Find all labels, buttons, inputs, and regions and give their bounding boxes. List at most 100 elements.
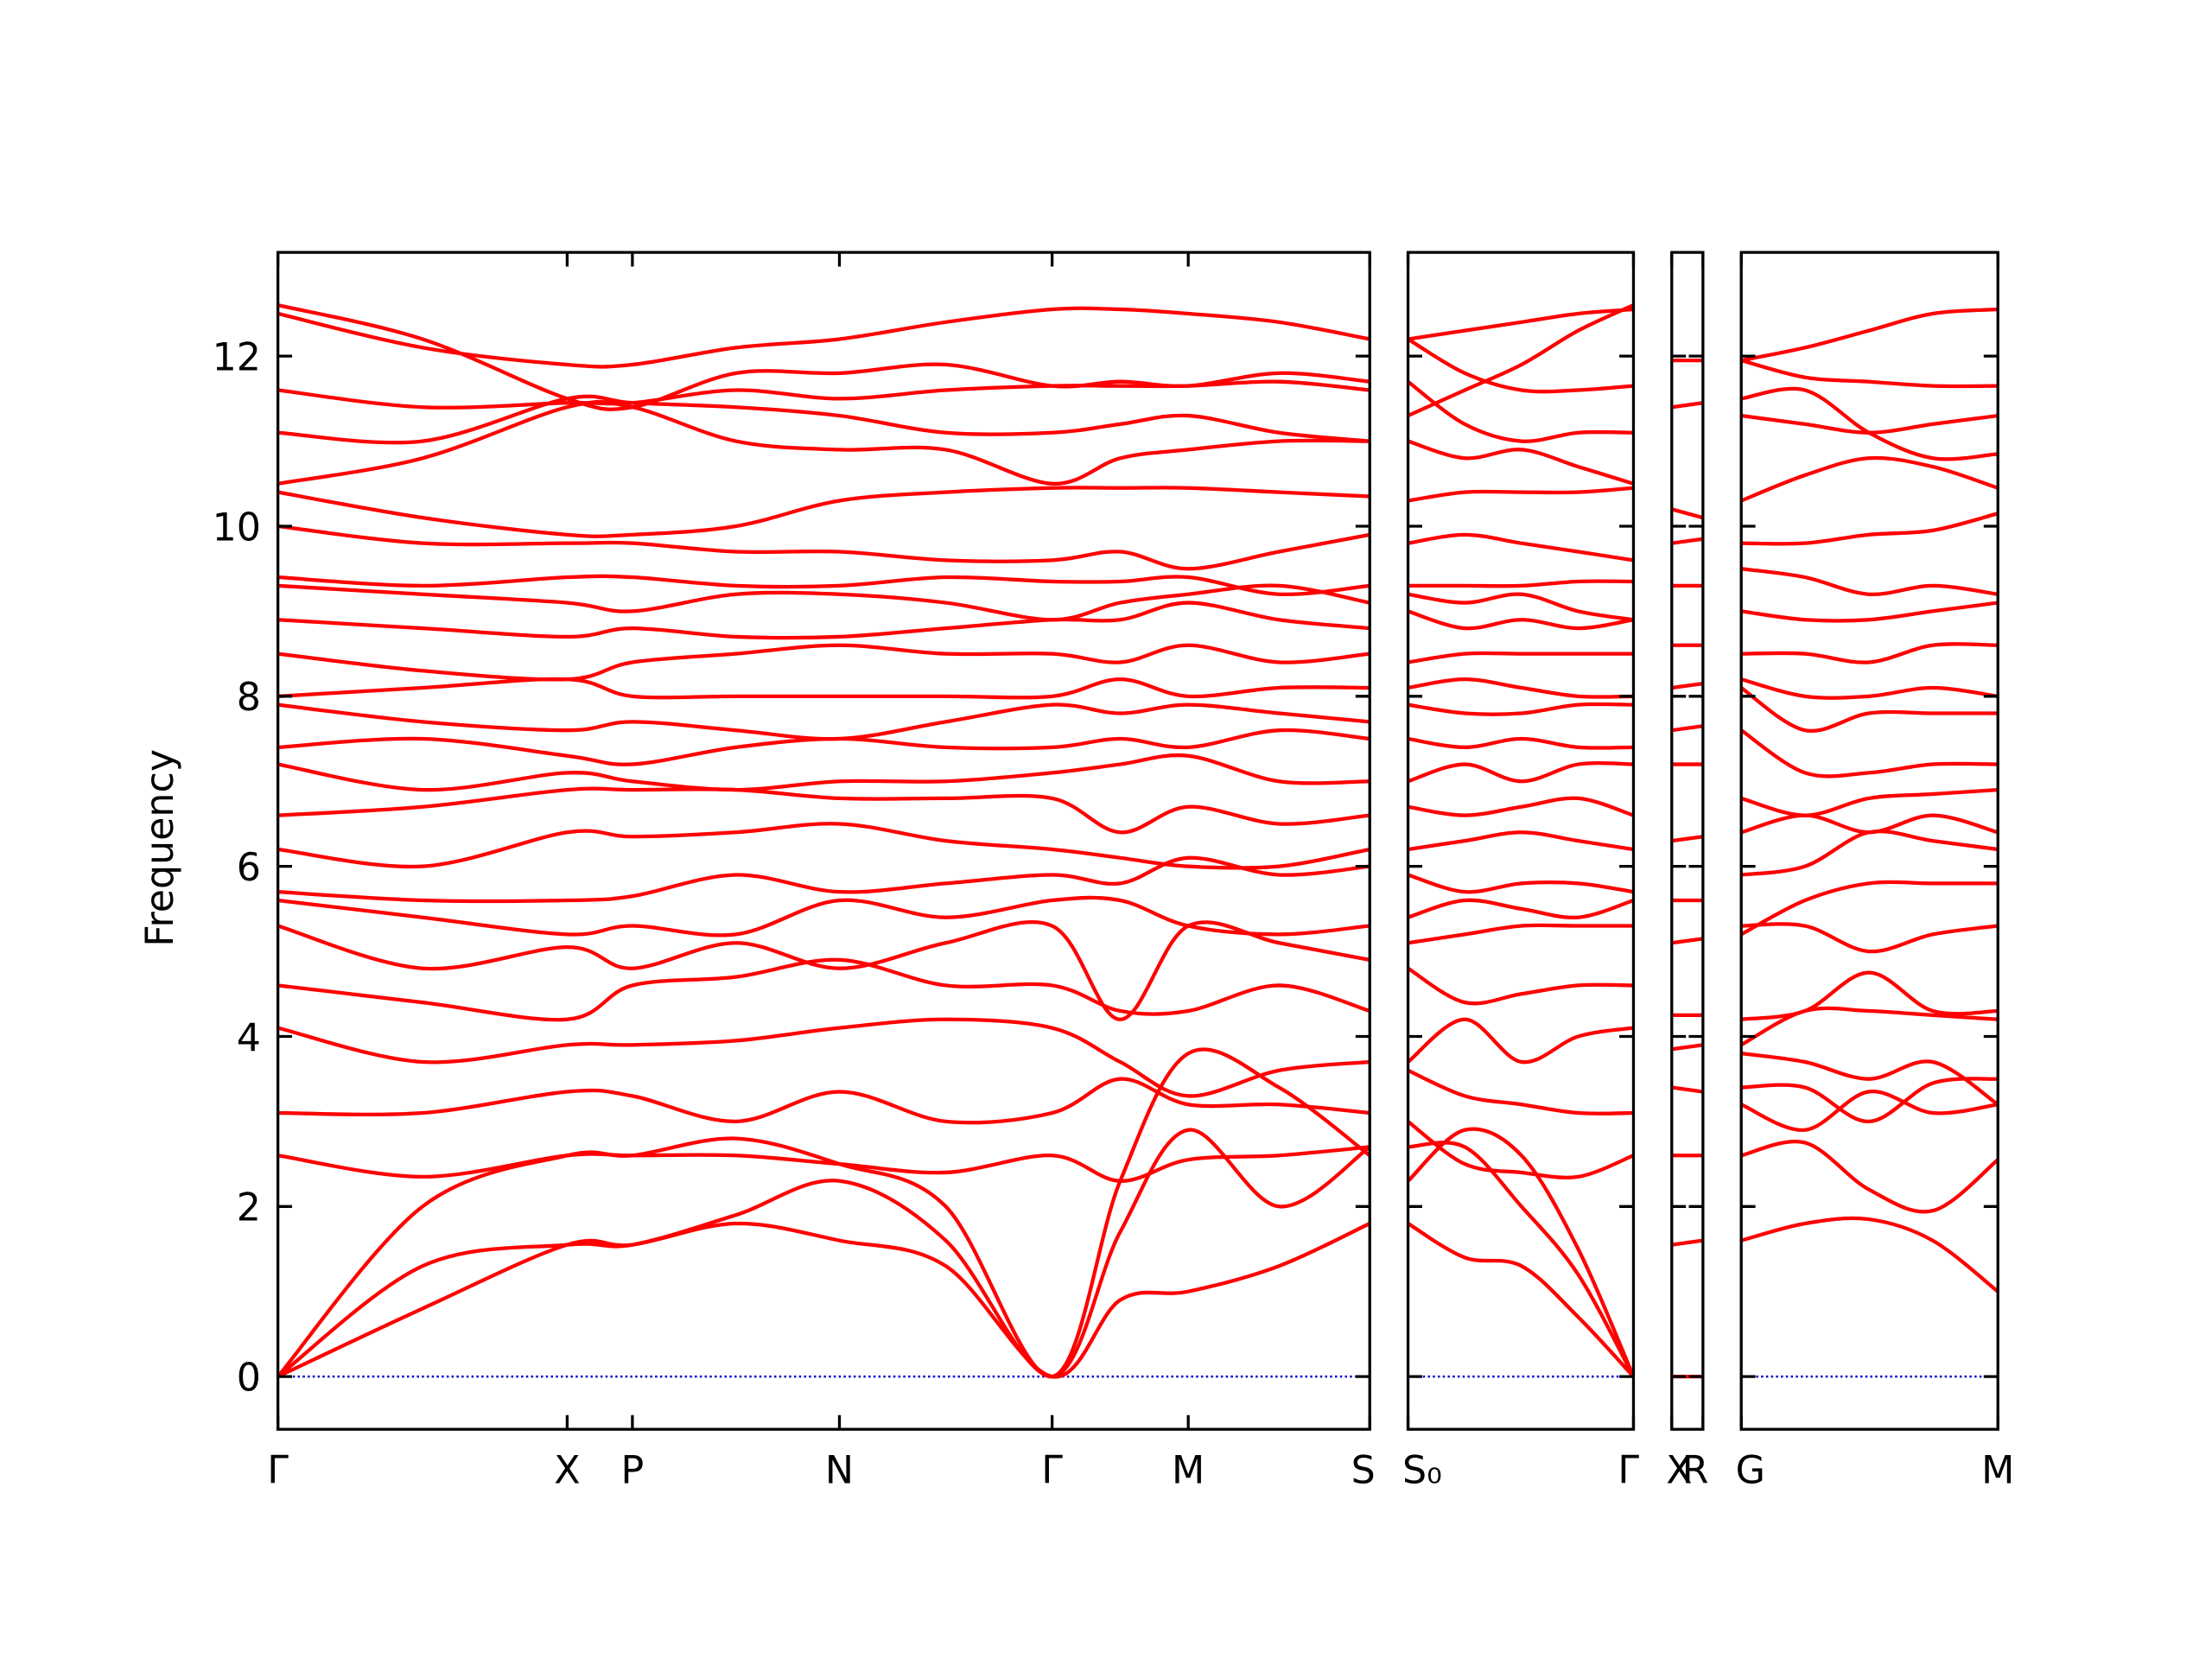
y-tick-label: 8 — [237, 676, 261, 720]
band-line — [277, 601, 1370, 640]
band-line — [1408, 307, 1634, 341]
x-tick-label: R — [1682, 1449, 1709, 1493]
band-line — [1408, 677, 1634, 699]
x-tick-label: M — [1172, 1449, 1205, 1493]
x-tick-label: X — [1666, 1449, 1692, 1493]
band-line — [1741, 1006, 1999, 1047]
band-line — [277, 786, 1370, 835]
panel-frame — [1670, 251, 1705, 1431]
band-line — [1408, 1120, 1634, 1179]
band-line — [277, 822, 1370, 870]
x-tick-label: M — [1981, 1449, 2014, 1493]
x-tick-label: S — [1351, 1449, 1376, 1493]
band-line — [1408, 898, 1634, 920]
band-line — [1408, 439, 1634, 486]
band-line — [1408, 1127, 1634, 1377]
band-line — [1741, 686, 1999, 734]
band-line — [277, 306, 1370, 369]
band-line — [1741, 830, 1999, 877]
band-line — [1671, 1043, 1703, 1052]
band-line — [1408, 1068, 1634, 1116]
band-line — [277, 643, 1370, 682]
panel-frame — [1739, 251, 1999, 1431]
panel — [1408, 303, 1634, 1378]
band-line — [1741, 787, 1999, 817]
x-tick-label: X — [554, 1449, 580, 1493]
band-line — [1741, 642, 1999, 664]
y-tick-label: 4 — [237, 1016, 261, 1060]
band-line — [277, 583, 1370, 622]
x-tick-label: N — [825, 1449, 854, 1493]
panel — [1671, 358, 1703, 1379]
band-line — [1671, 401, 1703, 410]
band-line — [277, 399, 1370, 486]
band-line — [1741, 601, 1999, 623]
y-tick-label: 10 — [213, 505, 261, 550]
band-line — [1408, 736, 1634, 750]
y-axis-label: Frequency — [138, 749, 182, 947]
panel-frame — [276, 251, 1371, 1431]
band-line — [1741, 1216, 1999, 1294]
panel-frame — [1406, 251, 1636, 1431]
band-line — [277, 1047, 1370, 1379]
band-line — [1671, 1238, 1703, 1247]
band-line — [277, 1128, 1370, 1379]
band-line — [277, 677, 1370, 700]
band-line — [1741, 1090, 1999, 1132]
x-tick-label: G — [1736, 1449, 1765, 1493]
band-line — [1408, 303, 1634, 418]
band-line — [1408, 609, 1634, 631]
y-tick-label: 2 — [237, 1186, 261, 1230]
band-line — [1408, 760, 1634, 784]
band-line — [1408, 532, 1634, 563]
band-line — [1741, 970, 1999, 1021]
band-line — [1408, 1222, 1634, 1378]
band-line — [277, 1017, 1370, 1098]
band-line — [1671, 835, 1703, 843]
band-line — [1408, 579, 1634, 588]
band-line — [1408, 1017, 1634, 1065]
band-line — [1408, 702, 1634, 716]
band-line — [1741, 1140, 1999, 1214]
band-line — [277, 524, 1370, 571]
band-line — [1741, 728, 1999, 779]
band-line — [1408, 966, 1634, 1006]
band-line — [1741, 880, 1999, 937]
band-line — [1671, 507, 1703, 520]
band-line — [1408, 796, 1634, 817]
band-line — [277, 1145, 1370, 1183]
band-line — [277, 1077, 1370, 1125]
band-line — [1408, 337, 1634, 394]
band-line — [277, 303, 1370, 411]
band-line — [1408, 873, 1634, 894]
band-line — [1671, 724, 1703, 733]
band-line — [1408, 830, 1634, 852]
panel — [277, 303, 1370, 1379]
band-line — [277, 394, 1370, 445]
band-line — [277, 728, 1370, 766]
band-line — [1408, 592, 1634, 622]
x-tick-label: Γ — [1618, 1449, 1639, 1493]
band-line — [1741, 413, 1999, 435]
x-tick-label: Γ — [1041, 1449, 1063, 1493]
band-line — [1741, 307, 1999, 363]
band-line — [1741, 1052, 1999, 1106]
band-line — [1741, 386, 1999, 461]
band-line — [1408, 486, 1634, 503]
band-line — [1741, 455, 1999, 503]
panel — [1741, 307, 1999, 1378]
band-line — [1408, 923, 1634, 945]
band-line — [277, 753, 1370, 792]
band-line — [1671, 937, 1703, 945]
band-line — [1741, 567, 1999, 596]
band-line — [1741, 813, 1999, 835]
band-line — [1741, 359, 1999, 389]
x-tick-label: S₀ — [1402, 1449, 1442, 1493]
band-line — [1408, 379, 1634, 443]
y-tick-label: 12 — [213, 336, 261, 380]
y-tick-label: 6 — [237, 846, 261, 890]
band-line — [277, 855, 1370, 904]
band-line — [1741, 512, 1999, 546]
